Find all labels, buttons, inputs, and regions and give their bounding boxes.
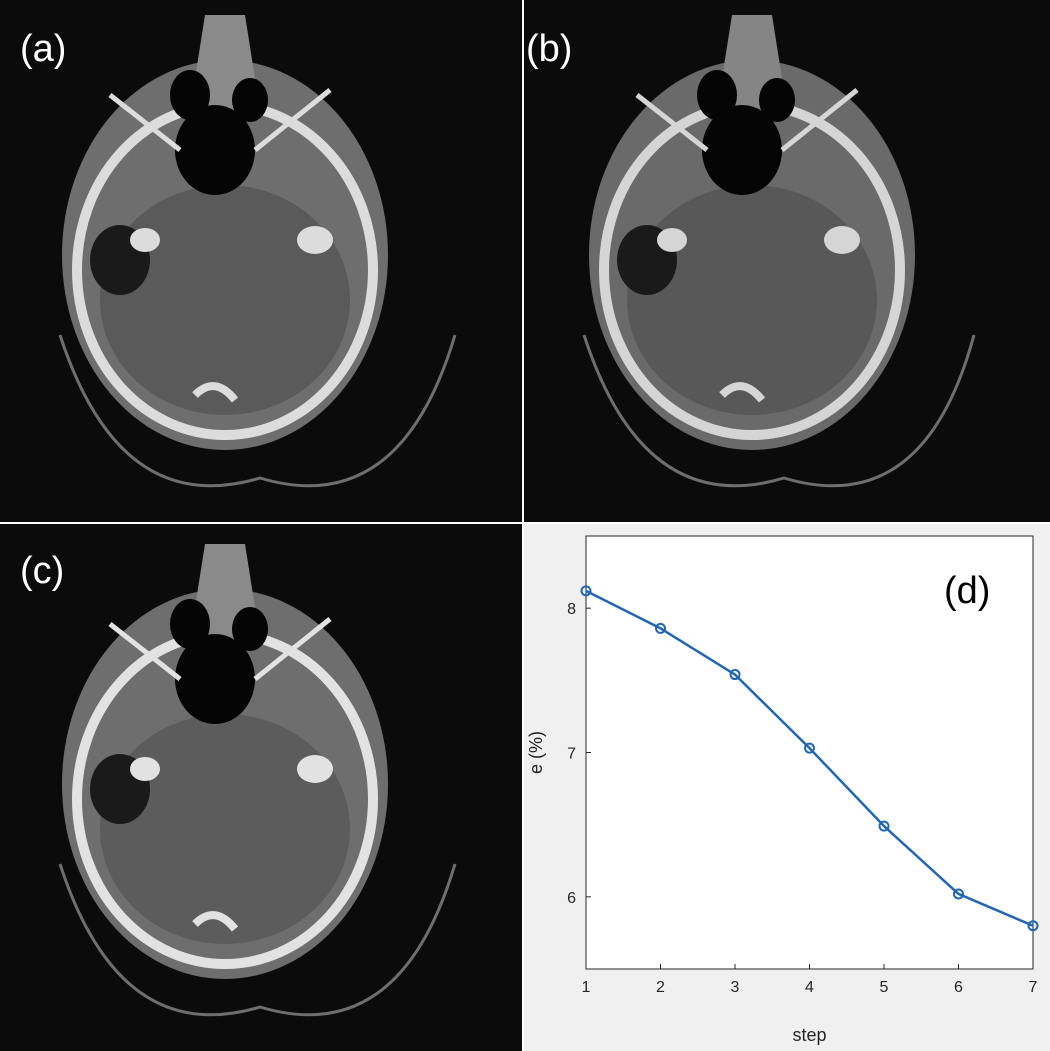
data-point xyxy=(729,669,741,681)
x-tick-label: 5 xyxy=(880,979,889,996)
data-point xyxy=(655,622,666,634)
x-tick-label: 6 xyxy=(954,979,963,996)
panel-d: 1 2 3 4 5 6 7 6 7 8 step e (%) (d) xyxy=(524,524,1050,1051)
ct-scan-image-b xyxy=(582,15,976,488)
x-tick-label: 1 xyxy=(582,979,591,996)
panel-b: (b) xyxy=(524,0,1050,522)
ct-scan-drawing xyxy=(58,15,457,488)
x-tick-label: 3 xyxy=(731,979,740,996)
panel-c: (c) xyxy=(0,524,522,1051)
panel-label-a: (a) xyxy=(20,28,67,70)
y-tick-label: 7 xyxy=(567,746,576,763)
panel-label-b: (b) xyxy=(526,28,573,70)
series-line xyxy=(585,589,1034,927)
y-axis-label: e (%) xyxy=(526,731,546,774)
y-tick-label: 6 xyxy=(567,890,576,907)
error-line-chart: 1 2 3 4 5 6 7 6 7 8 step e (%) xyxy=(526,535,1039,1045)
x-tick-label: 2 xyxy=(656,979,665,996)
ct-scan-image-c xyxy=(58,544,457,1017)
panel-label-c: (c) xyxy=(20,550,65,592)
ct-scan-drawing xyxy=(582,15,976,488)
ct-scan-image-a xyxy=(58,15,457,488)
series-group xyxy=(580,585,1039,932)
ct-scan-drawing xyxy=(58,544,457,1017)
data-point xyxy=(878,820,890,832)
axis-ticks: 1 2 3 4 5 6 7 6 7 8 xyxy=(567,601,1037,996)
data-point xyxy=(1027,920,1039,932)
data-point xyxy=(580,585,592,597)
data-point xyxy=(804,742,815,754)
x-tick-label: 4 xyxy=(805,979,814,996)
x-axis-label: step xyxy=(792,1025,826,1045)
data-point xyxy=(953,888,964,900)
y-tick-label: 8 xyxy=(567,601,576,618)
panel-a: (a) xyxy=(0,0,522,522)
panel-label-d: (d) xyxy=(944,570,991,612)
x-tick-label: 7 xyxy=(1029,979,1038,996)
